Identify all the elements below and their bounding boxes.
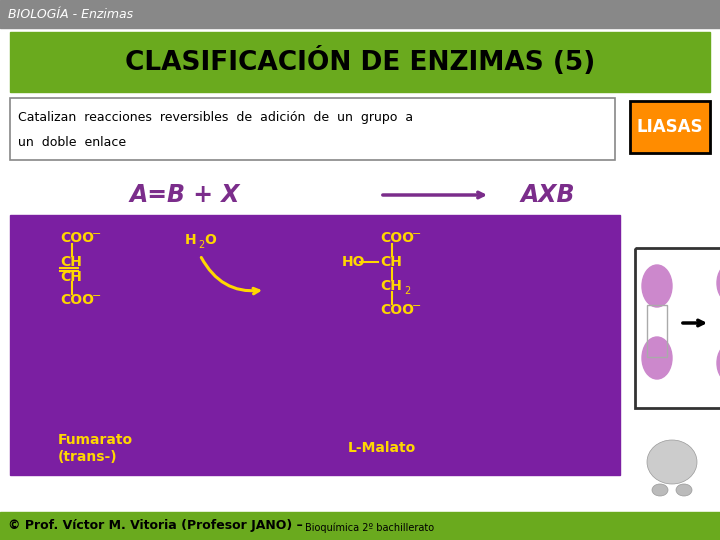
Text: 2: 2: [404, 286, 410, 296]
Ellipse shape: [647, 440, 697, 484]
Ellipse shape: [717, 344, 720, 382]
Text: Bioquímica 2º bachillerato: Bioquímica 2º bachillerato: [305, 523, 434, 534]
Text: −: −: [92, 291, 102, 301]
Ellipse shape: [642, 337, 672, 379]
Bar: [647, 305, 667, 357]
Text: A=B + X: A=B + X: [130, 183, 240, 207]
Bar: [630, 101, 710, 153]
Text: CH: CH: [60, 270, 82, 284]
Text: CLASIFICACIÓN DE ENZIMAS (5): CLASIFICACIÓN DE ENZIMAS (5): [125, 48, 595, 77]
Text: CH: CH: [380, 279, 402, 293]
Ellipse shape: [642, 265, 672, 307]
Text: COO: COO: [380, 231, 414, 245]
Text: HO: HO: [342, 255, 366, 269]
Text: COO: COO: [380, 303, 414, 317]
Text: H: H: [185, 233, 197, 247]
Text: Fumarato: Fumarato: [58, 433, 133, 447]
Text: (trans-): (trans-): [58, 450, 117, 464]
Bar: [10, 98, 615, 160]
Text: L-Malato: L-Malato: [348, 441, 416, 455]
Text: © Prof. Víctor M. Vitoria (Profesor JANO) –: © Prof. Víctor M. Vitoria (Profesor JANO…: [8, 519, 307, 532]
Bar: [10, 215, 620, 475]
Bar: [10, 32, 710, 92]
Text: AXB: AXB: [521, 183, 575, 207]
Ellipse shape: [652, 484, 668, 496]
Bar: [635, 248, 720, 408]
Text: un  doble  enlace: un doble enlace: [18, 137, 126, 150]
Bar: [0, 512, 720, 540]
Ellipse shape: [676, 484, 692, 496]
Text: LIASAS: LIASAS: [636, 118, 703, 136]
Text: CH: CH: [60, 255, 82, 269]
Text: −: −: [412, 301, 421, 311]
Text: COO: COO: [60, 293, 94, 307]
Text: 2: 2: [198, 240, 204, 250]
Ellipse shape: [717, 264, 720, 302]
Bar: [647, 305, 667, 357]
Text: O: O: [204, 233, 216, 247]
Bar: [635, 248, 720, 408]
Text: Catalizan  reacciones  reversibles  de  adición  de  un  grupo  a: Catalizan reacciones reversibles de adic…: [18, 111, 413, 125]
Bar: [10, 98, 615, 160]
Bar: [0, 0, 720, 28]
Bar: [630, 101, 710, 153]
Text: −: −: [92, 229, 102, 239]
Text: CH: CH: [380, 255, 402, 269]
Text: COO: COO: [60, 231, 94, 245]
Text: BIOLOGÍA - Enzimas: BIOLOGÍA - Enzimas: [8, 8, 133, 21]
Text: −: −: [412, 229, 421, 239]
